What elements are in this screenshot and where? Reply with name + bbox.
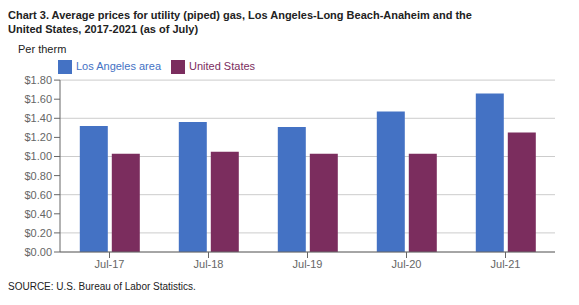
html-text:Chart 3. Average prices for ut: Chart 3. Average prices for utility (pip… [8,9,472,21]
svg-text:$1.60: $1.60 [24,93,52,105]
svg-text:Jul-18: Jul-18 [194,258,224,270]
svg-text:Jul-20: Jul-20 [392,258,422,270]
html-text:Los Angeles area: Los Angeles area [76,60,161,72]
html-text:SOURCE: U.S. Bureau of Labor S: SOURCE: U.S. Bureau of Labor Statistics. [8,281,196,292]
svg-text:Jul-19: Jul-19 [293,258,323,270]
svg-text:$0.00: $0.00 [24,246,52,258]
svg-text:$1.00: $1.00 [24,150,52,162]
svg-text:Jul-17: Jul-17 [95,258,125,270]
svg-text:$1.80: $1.80 [24,74,52,86]
svg-text:Jul-21: Jul-21 [491,258,521,270]
html-text:Per therm: Per therm [18,43,67,55]
svg-text:$0.80: $0.80 [24,170,52,182]
svg-text:$0.40: $0.40 [24,208,52,220]
svg-text:$1.20: $1.20 [24,131,52,143]
svg-text:$0.20: $0.20 [24,227,52,239]
html-text:United States: United States [189,60,256,72]
svg-text:$1.40: $1.40 [24,112,52,124]
html-text:United States, 2017-2021 (as o: United States, 2017-2021 (as of July) [8,23,199,35]
svg-text:$0.60: $0.60 [24,189,52,201]
